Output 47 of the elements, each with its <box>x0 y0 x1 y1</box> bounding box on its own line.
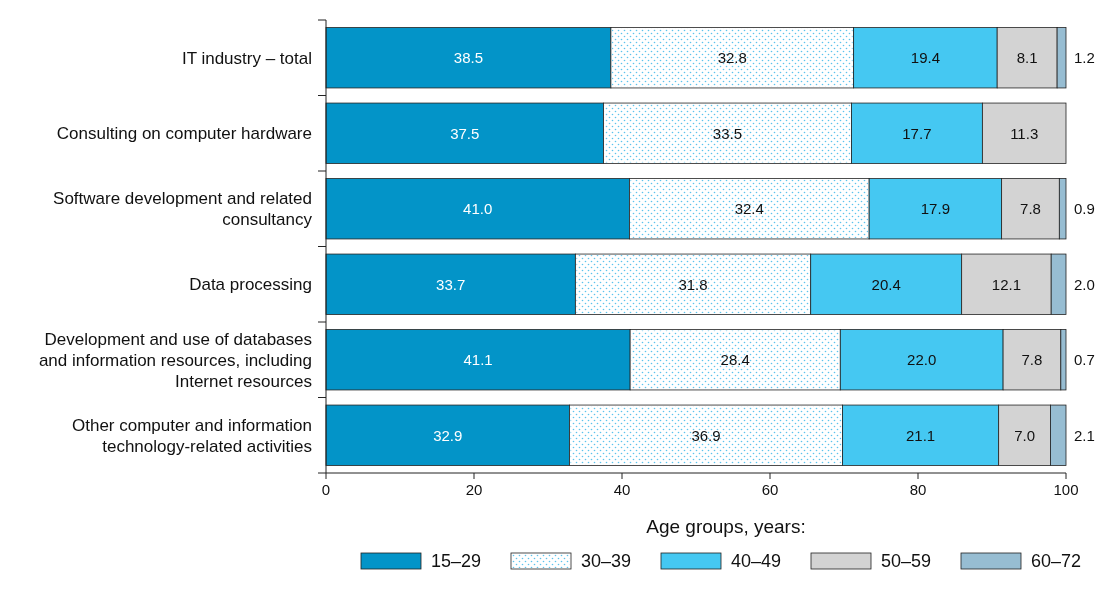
data-label: 7.8 <box>1021 351 1043 369</box>
data-label: 28.4 <box>720 351 750 369</box>
legend-title: Age groups, years: <box>646 516 806 537</box>
data-label: 32.4 <box>734 200 764 218</box>
data-label: 8.1 <box>1016 49 1038 67</box>
data-label: 7.0 <box>1014 426 1035 444</box>
data-label: 2.0 <box>1074 275 1095 293</box>
x-tick-label: 0 <box>321 481 331 498</box>
y-tick-label: Development and use of databases and information resources, including Internet resources <box>38 329 312 391</box>
x-tick-label: 100 <box>1053 481 1079 498</box>
y-tick-label: Software development and related consultancy <box>53 188 313 229</box>
data-label: 31.8 <box>678 275 708 293</box>
x-tick-label: 20 <box>465 481 483 498</box>
data-label: 1.2 <box>1074 49 1095 67</box>
x-tick-label: 40 <box>613 481 631 498</box>
data-label: 41.0 <box>463 200 493 218</box>
data-label: 11.3 <box>1010 124 1039 142</box>
y-tick-label: IT industry – total <box>181 48 312 68</box>
data-label: 41.1 <box>463 351 493 369</box>
data-label: 22.0 <box>907 351 937 369</box>
y-tick-label: Data processing <box>189 274 312 294</box>
data-label: 33.5 <box>712 124 743 142</box>
y-tick-label: Other computer and information technology-related activities <box>71 415 312 456</box>
data-label: 0.7 <box>1074 351 1095 369</box>
data-label: 32.8 <box>717 49 747 67</box>
data-label: 19.4 <box>910 49 940 67</box>
data-label: 0.9 <box>1074 200 1095 218</box>
legend-label: 60–72 <box>1031 551 1082 571</box>
data-label: 33.7 <box>436 275 466 293</box>
data-label: 7.8 <box>1020 200 1041 218</box>
data-label: 37.5 <box>450 124 480 142</box>
data-label: 21.1 <box>905 426 936 444</box>
legend-label: 30–39 <box>581 551 632 571</box>
y-tick-label: Consulting on computer hardware <box>56 123 312 143</box>
x-tick-label: 80 <box>909 481 927 498</box>
x-tick-label: 60 <box>761 481 779 498</box>
data-label: 2.1 <box>1074 426 1095 444</box>
data-label: 32.9 <box>433 426 463 444</box>
legend-label: 15–29 <box>431 551 482 571</box>
data-label: 20.4 <box>871 275 901 293</box>
data-label: 17.9 <box>920 200 950 218</box>
data-label: 38.5 <box>453 49 484 67</box>
data-label: 17.7 <box>902 124 932 142</box>
legend-label: 40–49 <box>731 551 782 571</box>
data-label: 12.1 <box>991 275 1022 293</box>
legend-label: 50–59 <box>881 551 932 571</box>
data-label: 36.9 <box>691 426 721 444</box>
